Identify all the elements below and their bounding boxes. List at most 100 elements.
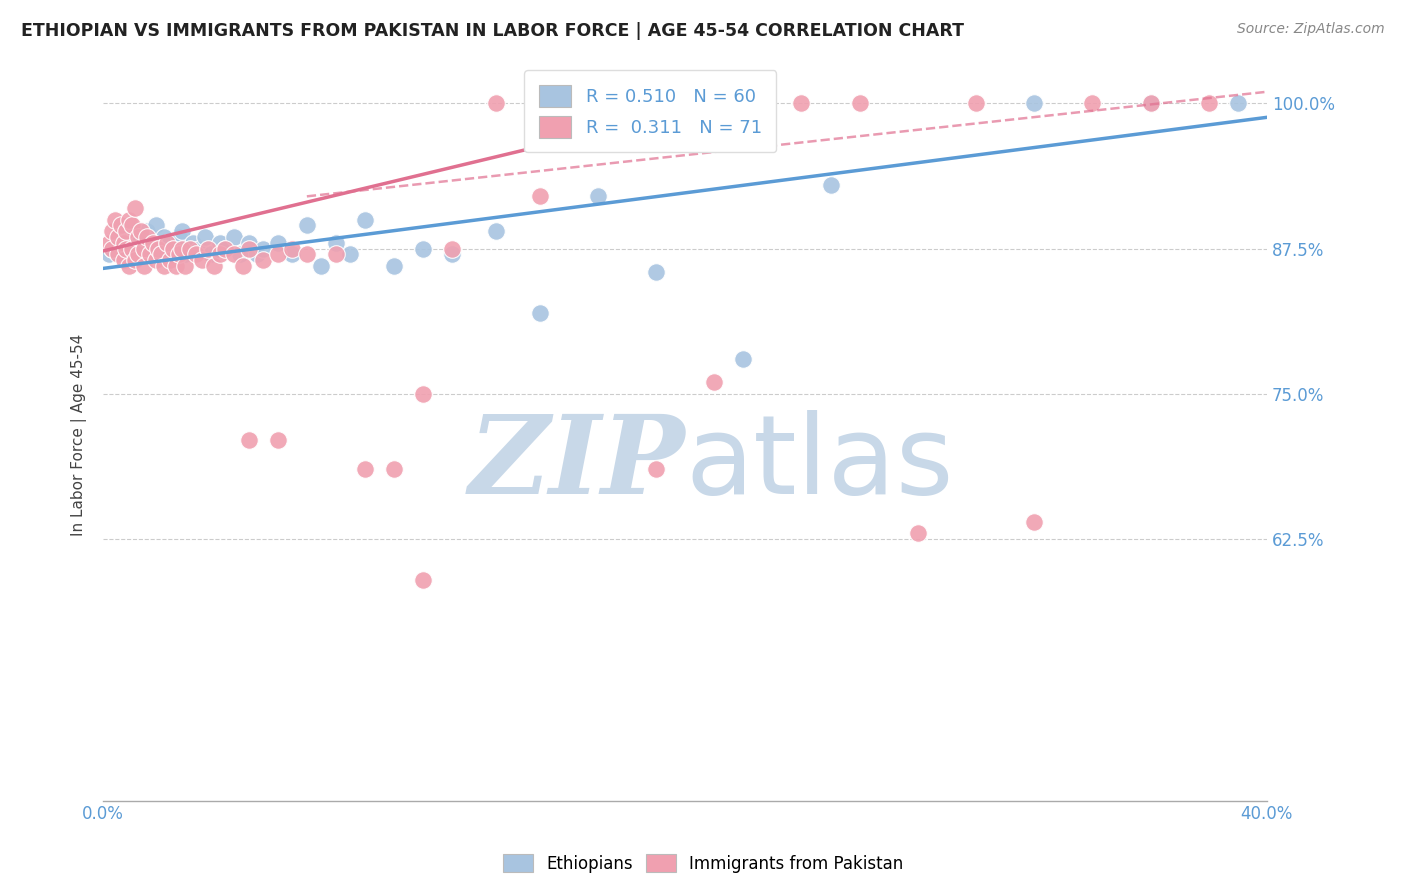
- Point: [200, 247, 222, 261]
- Point: [197, 242, 219, 256]
- Point: [281, 247, 304, 261]
- Point: [115, 242, 138, 256]
- Point: [173, 259, 195, 273]
- Point: [202, 259, 225, 273]
- Point: [1024, 96, 1046, 111]
- Point: [135, 230, 157, 244]
- Point: [238, 235, 260, 250]
- Point: [194, 230, 217, 244]
- Point: [162, 242, 184, 256]
- Point: [382, 259, 405, 273]
- Point: [208, 247, 231, 261]
- Point: [139, 247, 162, 261]
- Point: [412, 387, 434, 401]
- Point: [441, 247, 464, 261]
- Point: [311, 259, 333, 273]
- Point: [214, 242, 236, 256]
- Point: [124, 201, 146, 215]
- Point: [159, 253, 181, 268]
- Text: atlas: atlas: [685, 410, 953, 517]
- Point: [167, 230, 190, 244]
- Text: ZIP: ZIP: [468, 410, 685, 517]
- Point: [252, 242, 274, 256]
- Point: [150, 247, 173, 261]
- Point: [1198, 96, 1220, 111]
- Point: [121, 219, 143, 233]
- Point: [145, 219, 167, 233]
- Point: [132, 230, 155, 244]
- Point: [645, 265, 668, 279]
- Point: [790, 96, 813, 111]
- Point: [325, 235, 347, 250]
- Point: [148, 235, 170, 250]
- Point: [183, 235, 205, 250]
- Point: [159, 235, 181, 250]
- Point: [173, 247, 195, 261]
- Point: [179, 242, 201, 256]
- Point: [586, 189, 609, 203]
- Point: [1139, 96, 1161, 111]
- Point: [107, 230, 129, 244]
- Point: [104, 235, 127, 250]
- Point: [412, 573, 434, 587]
- Point: [295, 247, 318, 261]
- Point: [820, 178, 842, 192]
- Point: [232, 259, 254, 273]
- Point: [127, 247, 149, 261]
- Point: [124, 224, 146, 238]
- Point: [1081, 96, 1104, 111]
- Point: [238, 242, 260, 256]
- Text: ETHIOPIAN VS IMMIGRANTS FROM PAKISTAN IN LABOR FORCE | AGE 45-54 CORRELATION CHA: ETHIOPIAN VS IMMIGRANTS FROM PAKISTAN IN…: [21, 22, 965, 40]
- Point: [167, 247, 190, 261]
- Point: [229, 247, 252, 261]
- Point: [135, 224, 157, 238]
- Point: [110, 224, 132, 238]
- Point: [104, 212, 127, 227]
- Point: [441, 242, 464, 256]
- Point: [107, 230, 129, 244]
- Point: [156, 235, 179, 250]
- Point: [121, 230, 143, 244]
- Point: [267, 434, 290, 448]
- Point: [188, 242, 211, 256]
- Point: [110, 219, 132, 233]
- Y-axis label: In Labor Force | Age 45-54: In Labor Force | Age 45-54: [72, 334, 87, 536]
- Point: [115, 224, 138, 238]
- Point: [208, 235, 231, 250]
- Point: [281, 242, 304, 256]
- Point: [101, 242, 124, 256]
- Point: [1139, 96, 1161, 111]
- Point: [139, 242, 162, 256]
- Point: [124, 253, 146, 268]
- Legend: Ethiopians, Immigrants from Pakistan: Ethiopians, Immigrants from Pakistan: [496, 847, 910, 880]
- Point: [733, 352, 755, 367]
- Point: [267, 235, 290, 250]
- Text: Source: ZipAtlas.com: Source: ZipAtlas.com: [1237, 22, 1385, 37]
- Point: [325, 247, 347, 261]
- Point: [121, 242, 143, 256]
- Point: [129, 242, 152, 256]
- Point: [142, 235, 165, 250]
- Point: [191, 253, 214, 268]
- Point: [214, 242, 236, 256]
- Point: [645, 462, 668, 476]
- Point: [112, 242, 135, 256]
- Point: [267, 247, 290, 261]
- Point: [252, 253, 274, 268]
- Point: [132, 259, 155, 273]
- Legend: R = 0.510   N = 60, R =  0.311   N = 71: R = 0.510 N = 60, R = 0.311 N = 71: [524, 70, 776, 153]
- Point: [1024, 515, 1046, 529]
- Point: [529, 189, 551, 203]
- Point: [170, 242, 193, 256]
- Point: [153, 230, 176, 244]
- Point: [112, 235, 135, 250]
- Point: [354, 212, 377, 227]
- Point: [165, 259, 187, 273]
- Point: [101, 224, 124, 238]
- Point: [339, 247, 361, 261]
- Point: [127, 230, 149, 244]
- Point: [238, 434, 260, 448]
- Point: [132, 242, 155, 256]
- Point: [153, 259, 176, 273]
- Point: [127, 235, 149, 250]
